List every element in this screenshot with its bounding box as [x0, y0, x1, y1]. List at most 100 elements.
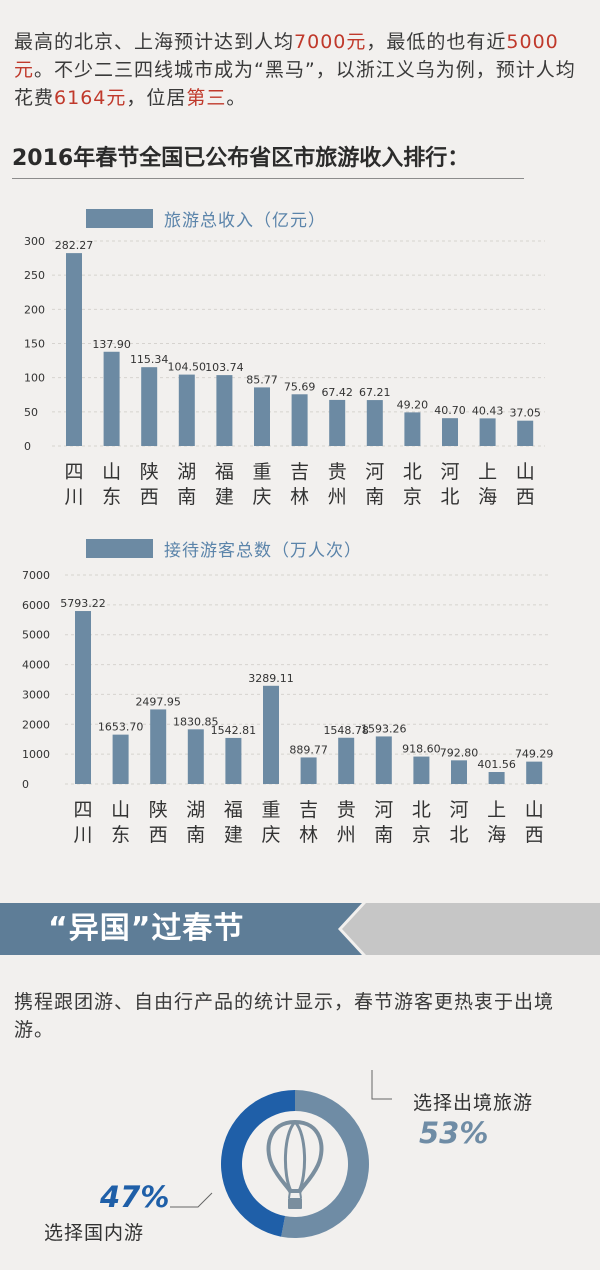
bar-value-label: 792.80	[440, 746, 479, 759]
bar	[329, 399, 346, 446]
y-tick-label: 6000	[22, 599, 50, 612]
category-label: 建	[224, 824, 243, 846]
banner-title: “异国”过春节	[48, 911, 245, 946]
y-tick-label: 3000	[22, 688, 50, 701]
outbound-label: 选择出境旅游	[413, 1092, 534, 1114]
ranking-title: 2016年春节全国已公布省区市旅游收入排行：	[12, 140, 524, 179]
category-label: 北	[403, 461, 422, 483]
category-label: 南	[374, 824, 393, 846]
bar	[300, 757, 317, 784]
intro-highlight-5000: 5000元	[14, 31, 559, 81]
category-label: 州	[337, 824, 356, 846]
domestic-label: 选择国内游	[44, 1222, 145, 1244]
hot-air-balloon-icon	[266, 1119, 324, 1209]
category-label: 川	[73, 824, 92, 846]
bar	[263, 685, 279, 784]
y-tick-label: 200	[24, 303, 45, 316]
y-tick-label: 5000	[22, 629, 50, 642]
category-label: 林	[299, 824, 318, 846]
bar-value-label: 3289.11	[248, 672, 294, 685]
bar-value-label: 85.77	[246, 373, 278, 386]
bar-value-label: 40.70	[434, 404, 466, 417]
bar-value-label: 40.43	[472, 404, 504, 417]
domestic-leader-line	[170, 1192, 213, 1208]
chart1-legend-swatch	[86, 209, 153, 228]
y-tick-label: 7000	[22, 569, 50, 582]
bar-value-label: 67.42	[321, 386, 353, 399]
revenue-chart: 0 50 100 150 200 250 300 282.27 四川 137.90 山东 115.34…	[24, 235, 545, 508]
category-label: 福	[215, 461, 234, 483]
chart1-legend-label: 旅游总收入（亿元）	[164, 211, 326, 231]
bar-value-label: 137.90	[92, 338, 131, 351]
bar-value-label: 104.50	[168, 361, 207, 374]
category-label: 河	[449, 799, 468, 821]
category-label: 河	[365, 461, 384, 483]
bar-value-label: 1542.81	[211, 724, 257, 737]
category-label: 西	[149, 824, 168, 846]
category-label: 上	[487, 799, 506, 821]
category-label: 京	[403, 486, 422, 508]
category-label: 四	[64, 461, 83, 483]
bar	[526, 761, 543, 784]
category-label: 吉	[290, 461, 309, 483]
bar-value-label: 103.74	[205, 361, 244, 374]
category-label: 重	[252, 461, 271, 483]
category-label: 河	[440, 461, 459, 483]
y-tick-label: 0	[22, 778, 29, 791]
y-tick-label: 300	[24, 235, 45, 248]
intro-text-3: 。不少二三四线城市成为“黑马”，以浙江义乌为例，预计人均花费	[14, 59, 576, 109]
bar	[451, 760, 467, 784]
chart2-legend-label: 接待游客总数（万人次）	[164, 541, 362, 561]
bar	[75, 611, 91, 784]
bar	[254, 387, 270, 446]
intro-text-1: 最高的北京、上海预计达到人均	[14, 31, 295, 53]
category-label: 庆	[261, 824, 280, 846]
intro-text-4: ，位居	[126, 87, 187, 109]
bar-value-label: 918.60	[402, 743, 441, 756]
bar-value-label: 75.69	[284, 380, 316, 393]
bar	[112, 734, 129, 784]
domestic-percent: 47%	[100, 1180, 170, 1214]
bar	[413, 756, 430, 784]
y-tick-label: 150	[24, 338, 45, 351]
category-label: 东	[111, 824, 130, 846]
y-tick-label: 1000	[22, 748, 50, 761]
category-label: 海	[478, 486, 497, 508]
category-label: 林	[290, 486, 309, 508]
bar-value-label: 5793.22	[60, 597, 106, 610]
bar	[187, 729, 204, 784]
bar-value-label: 49.20	[397, 398, 429, 411]
travel-donut-chart	[170, 1070, 392, 1238]
category-label: 河	[374, 799, 393, 821]
chart2-legend-swatch	[86, 539, 153, 558]
bar-value-label: 1653.70	[98, 721, 144, 734]
category-label: 湖	[177, 461, 196, 483]
bar	[103, 351, 120, 446]
banner-arrow	[342, 903, 600, 955]
category-label: 西	[516, 486, 535, 508]
banner-bar	[0, 903, 362, 955]
y-tick-label: 2000	[22, 718, 50, 731]
bar	[291, 394, 308, 446]
category-label: 山	[111, 799, 130, 821]
bar-value-label: 1548.78	[323, 724, 369, 737]
category-label: 庆	[252, 486, 271, 508]
chart2-legend: 接待游客总数（万人次）	[86, 536, 362, 561]
category-label: 南	[177, 486, 196, 508]
bar-value-label: 749.29	[515, 748, 554, 761]
bar	[150, 709, 167, 784]
category-label: 山	[516, 461, 535, 483]
intro-highlight-rank: 第三	[186, 87, 227, 109]
bar	[178, 374, 195, 446]
outbound-leader-line	[371, 1070, 392, 1100]
category-label: 北	[412, 799, 431, 821]
outbound-paragraph: 携程跟团游、自由行产品的统计显示，春节游客更热衷于出境游。	[14, 991, 555, 1041]
bar	[216, 375, 233, 446]
bar	[225, 737, 242, 784]
y-tick-label: 250	[24, 269, 45, 282]
bar-value-label: 889.77	[289, 743, 328, 756]
category-label: 南	[186, 824, 205, 846]
y-tick-label: 0	[24, 440, 31, 453]
outbound-slice	[281, 1090, 370, 1238]
category-label: 陕	[149, 799, 168, 821]
